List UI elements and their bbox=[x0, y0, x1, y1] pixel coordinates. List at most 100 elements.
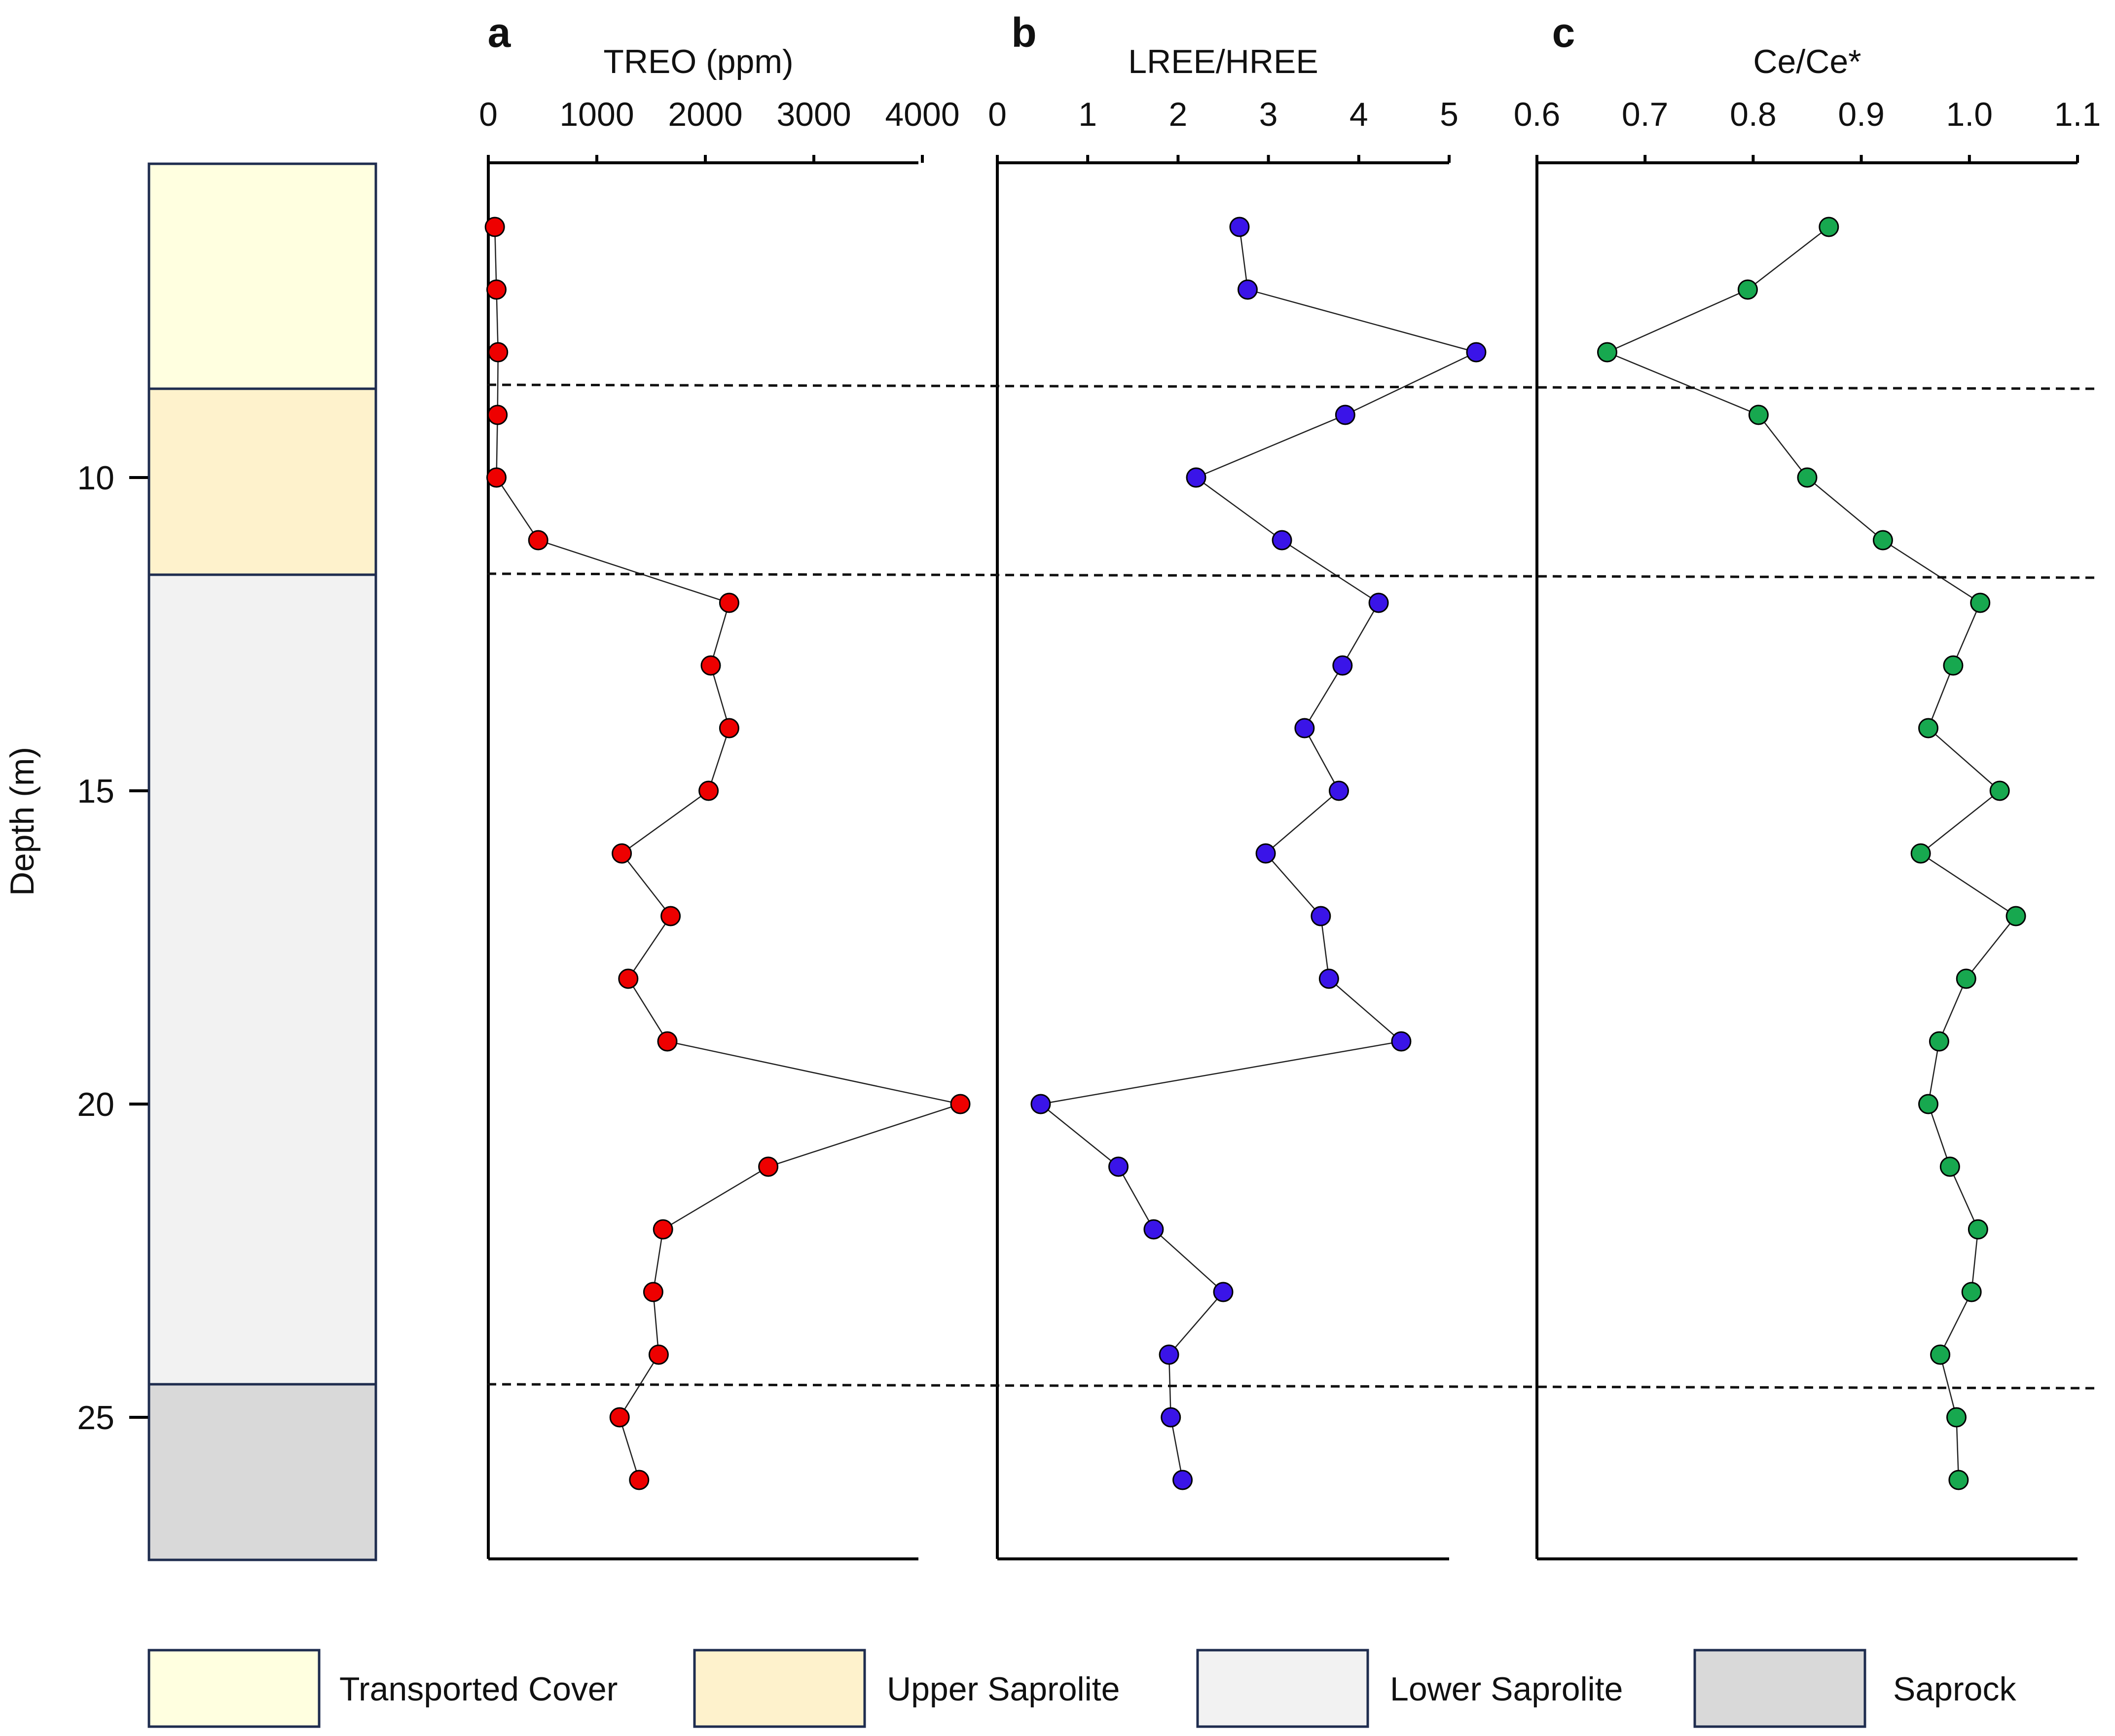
panel-c-point bbox=[1943, 655, 1964, 676]
legend-label: Upper Saprolite bbox=[887, 1670, 1120, 1708]
depth-tick-label: 15 bbox=[77, 773, 114, 810]
panel-c-axis-title: Ce/Ce* bbox=[1753, 43, 1861, 80]
layer-boundaries bbox=[487, 383, 2097, 1390]
panel-b-point bbox=[1311, 906, 1331, 926]
panel-a-point bbox=[618, 968, 639, 989]
panel-b-tick-label: 5 bbox=[1440, 96, 1459, 133]
panel-c-point bbox=[2006, 906, 2026, 926]
panel-b-point bbox=[1294, 718, 1315, 739]
panel-a-point bbox=[950, 1094, 971, 1114]
panel-b-point bbox=[1332, 655, 1353, 676]
panel-c-tick-label: 0.6 bbox=[1514, 96, 1561, 133]
depth-tick-label: 20 bbox=[77, 1086, 114, 1123]
panel-b-lree-hree: 0 1 2 3 4 5 LREE/HREE b bbox=[988, 9, 1487, 1560]
panel-a-point bbox=[609, 1407, 630, 1428]
stratigraphic-column bbox=[147, 162, 377, 1561]
layer-saprock bbox=[147, 1383, 377, 1561]
panel-a-point bbox=[487, 405, 508, 425]
panel-c-point bbox=[1929, 1031, 1949, 1052]
panel-a-point bbox=[486, 467, 507, 488]
panel-a-point bbox=[528, 530, 548, 551]
panel-c-point bbox=[1872, 530, 1893, 551]
panel-b-point bbox=[1108, 1156, 1129, 1177]
panel-c-point bbox=[1918, 718, 1939, 739]
panel-c-point bbox=[1597, 342, 1617, 363]
panel-b-tick-label: 3 bbox=[1259, 96, 1278, 133]
legend-label: Saprock bbox=[1893, 1670, 2016, 1708]
panel-c-ce-anomaly: 0.6 0.7 0.8 0.9 1.0 1.1 Ce/Ce* c bbox=[1514, 9, 2101, 1560]
panel-b-point bbox=[1237, 279, 1258, 300]
legend-label: Transported Cover bbox=[339, 1670, 618, 1708]
panel-c-point bbox=[1948, 1470, 1969, 1490]
panel-c-series-line bbox=[1605, 226, 2017, 1480]
panel-c-point bbox=[1939, 1156, 1960, 1177]
panel-b-letter: b bbox=[1011, 9, 1036, 56]
panel-b-point bbox=[1143, 1219, 1164, 1240]
layer-transported-cover bbox=[147, 162, 377, 390]
panel-b-point bbox=[1030, 1094, 1051, 1114]
depth-axis-title: Depth (m) bbox=[3, 747, 41, 896]
panel-c-point bbox=[1797, 467, 1818, 488]
panel-a-point bbox=[700, 655, 721, 676]
panel-b-point bbox=[1318, 968, 1339, 989]
panel-a-tick-label: 1000 bbox=[559, 96, 634, 133]
panel-b-point bbox=[1229, 217, 1250, 237]
legend: Transported Cover Upper Saprolite Lower Sa… bbox=[147, 1649, 2016, 1728]
panel-b-point bbox=[1328, 780, 1349, 801]
panel-c-point bbox=[1819, 217, 1839, 237]
panel-a-point bbox=[648, 1344, 669, 1365]
panel-a-point bbox=[486, 279, 507, 300]
panel-a-axis-title: TREO (ppm) bbox=[603, 43, 793, 80]
legend-swatch bbox=[1196, 1649, 1369, 1728]
panel-a-treo: 0 1000 2000 3000 4000 TREO (ppm) a bbox=[479, 9, 971, 1560]
layer-boundary bbox=[487, 383, 2097, 390]
panel-a-point bbox=[758, 1156, 779, 1177]
panel-a-series-line bbox=[494, 226, 963, 1480]
panel-c-point bbox=[1910, 843, 1931, 864]
panel-c-point bbox=[1970, 592, 1991, 613]
layer-upper-saprolite bbox=[147, 387, 377, 576]
panel-a-point bbox=[653, 1219, 673, 1240]
panel-a-tick-label: 0 bbox=[479, 96, 498, 133]
panel-a-point bbox=[719, 592, 739, 613]
panel-c-point bbox=[1968, 1219, 1988, 1240]
depth-tick-label: 25 bbox=[77, 1399, 114, 1437]
panel-b-point bbox=[1186, 467, 1206, 488]
legend-swatch bbox=[693, 1649, 866, 1728]
layer-boundary bbox=[487, 572, 2097, 579]
panel-b-point bbox=[1213, 1282, 1234, 1302]
panel-c-point bbox=[1956, 968, 1976, 989]
panel-b-point bbox=[1161, 1407, 1181, 1428]
layer-lower-saprolite bbox=[147, 573, 377, 1386]
legend-swatch bbox=[1693, 1649, 1866, 1728]
panel-a-point bbox=[488, 342, 509, 363]
legend-swatch bbox=[147, 1649, 321, 1728]
panel-c-point bbox=[1946, 1407, 1967, 1428]
panel-b-point bbox=[1335, 405, 1355, 425]
panel-c-tick-label: 0.7 bbox=[1622, 96, 1669, 133]
panel-b-tick-label: 2 bbox=[1168, 96, 1187, 133]
depth-tick-label: 10 bbox=[77, 459, 114, 497]
panel-c-tick-label: 1.1 bbox=[2054, 96, 2101, 133]
panel-c-point bbox=[1930, 1344, 1951, 1365]
depth-axis: Depth (m) 10 15 20 25 bbox=[3, 459, 148, 1437]
panel-a-tick-label: 3000 bbox=[776, 96, 851, 133]
panel-c-tick-label: 0.8 bbox=[1730, 96, 1777, 133]
panel-c-letter: c bbox=[1552, 9, 1575, 56]
panel-b-point bbox=[1255, 843, 1276, 864]
panel-b-tick-label: 1 bbox=[1078, 96, 1097, 133]
panel-b-point bbox=[1466, 342, 1487, 363]
panel-c-tick-label: 1.0 bbox=[1946, 96, 1993, 133]
panel-b-point bbox=[1172, 1470, 1193, 1490]
panel-a-tick-label: 2000 bbox=[668, 96, 742, 133]
panel-a-point bbox=[643, 1282, 663, 1302]
panel-b-tick-label: 4 bbox=[1349, 96, 1368, 133]
panel-a-point bbox=[657, 1031, 678, 1052]
panel-c-point bbox=[1989, 780, 2010, 801]
panel-c-point bbox=[1961, 1282, 1982, 1302]
layer-boundary bbox=[487, 1383, 2097, 1390]
panel-a-point bbox=[484, 217, 505, 237]
panel-a-tick-label: 4000 bbox=[885, 96, 959, 133]
panel-b-point bbox=[1159, 1344, 1179, 1365]
panel-a-point bbox=[612, 843, 632, 864]
